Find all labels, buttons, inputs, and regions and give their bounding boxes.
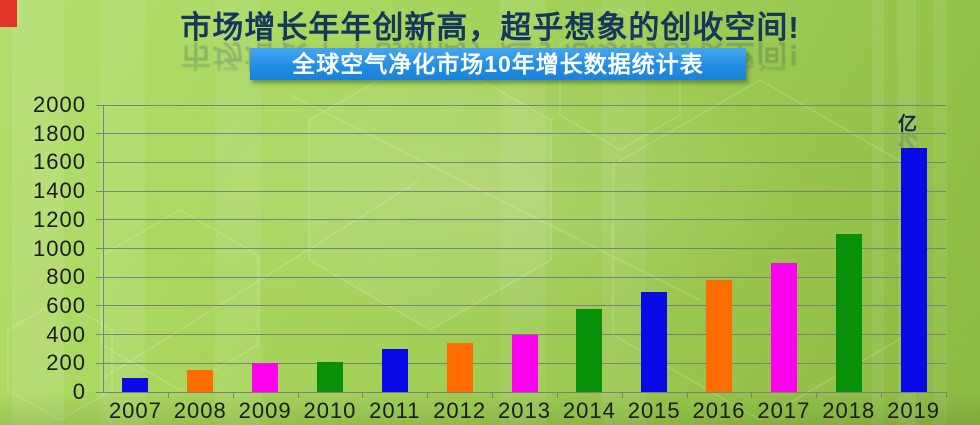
bar-2013: [511, 334, 538, 392]
x-tick-label: 2012: [433, 398, 487, 423]
grid-line: [96, 305, 946, 307]
y-tick-label: 800: [46, 264, 86, 290]
y-tick-label: 1200: [33, 206, 86, 232]
y-tick-label: 400: [46, 321, 86, 347]
grid-line: [96, 219, 946, 221]
bar-2010: [316, 361, 343, 392]
grid-line: [96, 133, 946, 135]
x-axis-tick: [362, 392, 364, 398]
y-tick-label: 1600: [33, 149, 86, 175]
y-tick-label: 1400: [33, 178, 86, 204]
x-tick-label: 2014: [562, 398, 616, 423]
x-axis-tick: [686, 392, 688, 398]
x-axis-tick: [232, 392, 234, 398]
x-tick-label: 2018: [822, 398, 876, 423]
x-tick-label: 2013: [498, 398, 551, 423]
bar-2014: [576, 308, 603, 392]
y-tick-label: 600: [46, 292, 86, 318]
chart-subtitle-banner: 全球空气净化市场10年增长数据统计表: [250, 48, 746, 80]
bar-2019: [900, 148, 927, 392]
y-axis-line: [103, 105, 104, 393]
bar-2008: [187, 370, 214, 392]
x-tick-label: 2017: [757, 398, 811, 423]
bar-2012: [446, 343, 473, 392]
corner-accent: [0, 0, 17, 27]
y-tick-label: 1000: [33, 235, 86, 261]
x-axis-tick: [816, 392, 818, 398]
y-tick-label: 200: [46, 350, 86, 376]
bar-2011: [381, 348, 408, 392]
x-tick-label: 2010: [303, 398, 357, 423]
x-axis-tick: [492, 392, 494, 398]
grid-line: [96, 276, 946, 278]
bar-2015: [641, 291, 668, 392]
x-axis-tick: [427, 392, 429, 398]
grid-line: [96, 248, 946, 249]
bar-2018: [835, 234, 862, 392]
x-axis-tick: [751, 392, 753, 398]
page-title: 市场增长年年创新高，超乎想象的创收空间!: [180, 10, 800, 45]
bar-2009: [252, 363, 279, 392]
bar-2007: [122, 377, 149, 392]
x-tick-label: 2008: [173, 398, 227, 423]
bar-2016: [706, 280, 733, 392]
y-tick-label: 2000: [33, 92, 86, 117]
x-axis-tick: [881, 392, 883, 398]
bar-2017: [770, 262, 797, 392]
x-axis-tick: [167, 392, 169, 398]
x-tick-label: 2007: [108, 398, 162, 423]
x-tick-label: 2016: [692, 398, 746, 423]
grid-line: [96, 190, 946, 192]
y-tick-label: 0: [72, 379, 86, 404]
grid-line: [96, 104, 946, 106]
x-tick-label: 2019: [887, 398, 941, 423]
unit-label: 亿: [898, 114, 918, 135]
x-tick-label: 2015: [627, 398, 681, 423]
y-tick-label: 1800: [33, 120, 86, 146]
x-tick-label: 2009: [238, 398, 292, 423]
grid-line: [96, 161, 946, 163]
x-tick-label: 2011: [369, 398, 421, 423]
x-axis-tick: [556, 392, 558, 398]
x-axis-tick: [297, 392, 299, 398]
x-axis-tick: [621, 392, 623, 398]
grid-line: [96, 391, 946, 393]
x-axis-tick: [946, 392, 947, 398]
